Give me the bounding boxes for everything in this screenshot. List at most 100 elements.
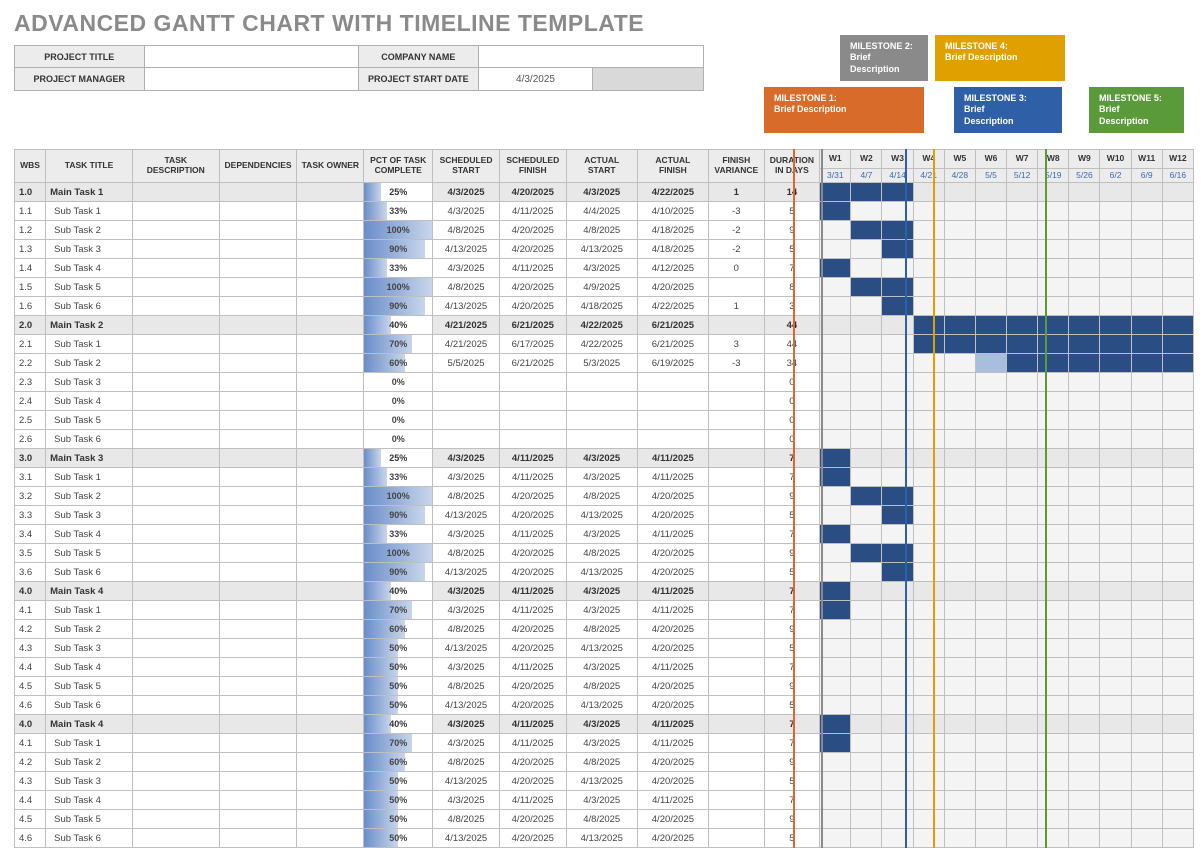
cell-sfinish[interactable]: 4/20/2025 [499, 487, 566, 506]
gantt-cell[interactable] [975, 506, 1006, 525]
gantt-cell[interactable] [1100, 202, 1131, 221]
gantt-cell[interactable] [1007, 430, 1038, 449]
gantt-cell[interactable] [1007, 677, 1038, 696]
gantt-cell[interactable] [944, 430, 975, 449]
gantt-cell[interactable] [1131, 563, 1162, 582]
gantt-cell[interactable] [851, 354, 882, 373]
table-row[interactable]: 1.4Sub Task 433%4/3/20254/11/20254/3/202… [15, 259, 1194, 278]
gantt-cell[interactable] [913, 240, 944, 259]
cell-sfinish[interactable]: 4/20/2025 [499, 772, 566, 791]
gantt-cell[interactable] [1131, 810, 1162, 829]
gantt-cell[interactable] [1131, 620, 1162, 639]
cell-sstart[interactable]: 4/13/2025 [433, 563, 500, 582]
gantt-cell[interactable] [975, 791, 1006, 810]
gantt-cell[interactable] [1162, 772, 1193, 791]
cell-owner[interactable] [297, 316, 364, 335]
gantt-cell[interactable] [913, 544, 944, 563]
cell-desc[interactable] [132, 316, 219, 335]
gantt-cell[interactable] [882, 259, 913, 278]
cell-sstart[interactable]: 4/8/2025 [433, 810, 500, 829]
cell-title[interactable]: Sub Task 6 [46, 430, 133, 449]
gantt-cell[interactable] [1069, 734, 1100, 753]
project-title-value[interactable] [145, 46, 359, 68]
cell-sstart[interactable]: 4/3/2025 [433, 658, 500, 677]
gantt-cell[interactable] [820, 772, 851, 791]
cell-pct[interactable]: 60% [364, 354, 433, 373]
cell-afinish[interactable]: 4/20/2025 [637, 772, 708, 791]
gantt-cell[interactable] [820, 715, 851, 734]
cell-astart[interactable]: 4/3/2025 [566, 449, 637, 468]
gantt-cell[interactable] [944, 354, 975, 373]
cell-afinish[interactable]: 6/19/2025 [637, 354, 708, 373]
cell-sstart[interactable]: 5/5/2025 [433, 354, 500, 373]
table-row[interactable]: 4.2Sub Task 260%4/8/20254/20/20254/8/202… [15, 753, 1194, 772]
cell-afinish[interactable]: 4/11/2025 [637, 715, 708, 734]
gantt-cell[interactable] [851, 259, 882, 278]
gantt-cell[interactable] [851, 202, 882, 221]
cell-astart[interactable]: 4/3/2025 [566, 601, 637, 620]
week-header[interactable]: W2 [851, 150, 882, 169]
gantt-cell[interactable] [944, 373, 975, 392]
cell-astart[interactable]: 4/3/2025 [566, 183, 637, 202]
table-row[interactable]: 4.6Sub Task 650%4/13/20254/20/20254/13/2… [15, 696, 1194, 715]
gantt-cell[interactable] [1069, 487, 1100, 506]
week-header[interactable]: W8 [1038, 150, 1069, 169]
cell-astart[interactable] [566, 373, 637, 392]
gantt-cell[interactable] [1100, 449, 1131, 468]
cell-pct[interactable]: 25% [364, 183, 433, 202]
cell-pct[interactable]: 0% [364, 373, 433, 392]
gantt-cell[interactable] [1069, 183, 1100, 202]
cell-sfinish[interactable]: 6/21/2025 [499, 354, 566, 373]
gantt-cell[interactable] [1100, 639, 1131, 658]
cell-variance[interactable] [708, 392, 764, 411]
gantt-cell[interactable] [1069, 677, 1100, 696]
cell-variance[interactable] [708, 753, 764, 772]
cell-deps[interactable] [219, 677, 297, 696]
gantt-cell[interactable] [1131, 354, 1162, 373]
gantt-cell[interactable] [944, 658, 975, 677]
cell-afinish[interactable]: 4/22/2025 [637, 297, 708, 316]
week-date-header[interactable]: 4/7 [851, 169, 882, 183]
cell-owner[interactable] [297, 221, 364, 240]
gantt-cell[interactable] [1069, 544, 1100, 563]
gantt-cell[interactable] [1069, 601, 1100, 620]
gantt-cell[interactable] [975, 449, 1006, 468]
gantt-cell[interactable] [1131, 506, 1162, 525]
cell-afinish[interactable]: 4/20/2025 [637, 696, 708, 715]
cell-afinish[interactable]: 4/20/2025 [637, 753, 708, 772]
gantt-cell[interactable] [975, 354, 1006, 373]
cell-deps[interactable] [219, 278, 297, 297]
gantt-cell[interactable] [1131, 430, 1162, 449]
gantt-cell[interactable] [1007, 639, 1038, 658]
gantt-cell[interactable] [1100, 753, 1131, 772]
gantt-cell[interactable] [1069, 259, 1100, 278]
table-row[interactable]: 4.4Sub Task 450%4/3/20254/11/20254/3/202… [15, 791, 1194, 810]
cell-duration[interactable]: 5 [764, 240, 820, 259]
cell-deps[interactable] [219, 639, 297, 658]
gantt-cell[interactable] [820, 430, 851, 449]
gantt-cell[interactable] [820, 601, 851, 620]
cell-astart[interactable]: 4/13/2025 [566, 240, 637, 259]
cell-variance[interactable]: -2 [708, 240, 764, 259]
gantt-cell[interactable] [1131, 183, 1162, 202]
week-date-header[interactable]: 5/26 [1069, 169, 1100, 183]
cell-astart[interactable]: 4/3/2025 [566, 582, 637, 601]
col-header-duration[interactable]: DURATION IN DAYS [764, 150, 820, 183]
gantt-cell[interactable] [1162, 354, 1193, 373]
gantt-cell[interactable] [882, 563, 913, 582]
col-header-sstart[interactable]: SCHEDULED START [433, 150, 500, 183]
cell-wbs[interactable]: 3.3 [15, 506, 46, 525]
cell-astart[interactable]: 4/8/2025 [566, 620, 637, 639]
cell-wbs[interactable]: 4.5 [15, 810, 46, 829]
cell-pct[interactable]: 40% [364, 582, 433, 601]
gantt-cell[interactable] [1162, 278, 1193, 297]
gantt-cell[interactable] [882, 829, 913, 848]
gantt-cell[interactable] [913, 221, 944, 240]
cell-afinish[interactable] [637, 392, 708, 411]
gantt-cell[interactable] [1069, 221, 1100, 240]
cell-afinish[interactable]: 4/10/2025 [637, 202, 708, 221]
gantt-cell[interactable] [1007, 772, 1038, 791]
cell-afinish[interactable]: 4/20/2025 [637, 810, 708, 829]
gantt-cell[interactable] [1162, 259, 1193, 278]
gantt-cell[interactable] [882, 468, 913, 487]
